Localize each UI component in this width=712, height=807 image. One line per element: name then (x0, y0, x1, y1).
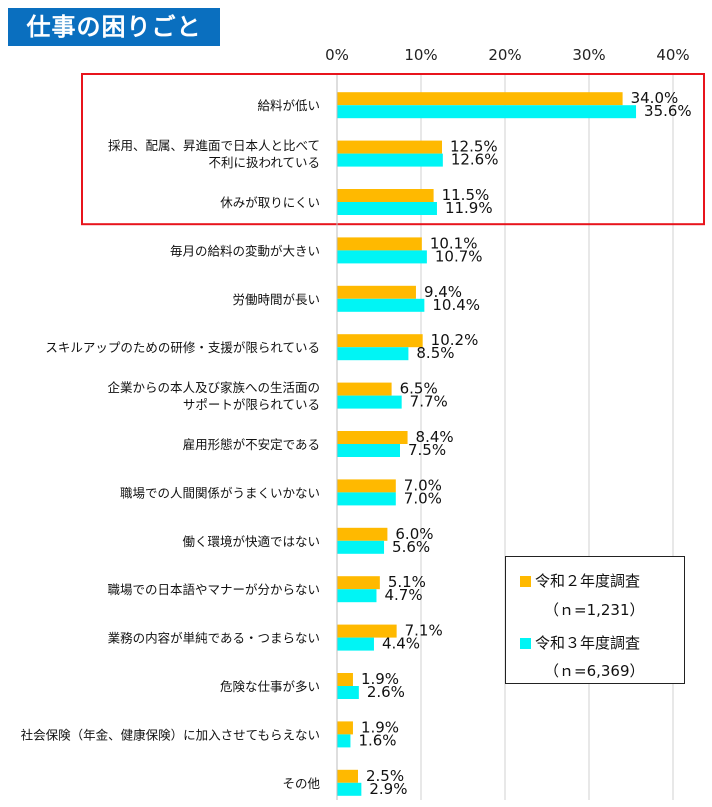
data-label: 7.5% (408, 441, 446, 459)
bar-r3 (337, 540, 385, 554)
bar-r2 (337, 140, 442, 154)
bar-r2 (337, 237, 422, 251)
category-label: 働く環境が快適ではない (182, 534, 320, 549)
data-label: 10.4% (432, 296, 480, 314)
bar-r2 (337, 189, 434, 202)
category-label: 業務の内容が単純である・つまらない (108, 631, 320, 646)
data-label: 10.7% (435, 247, 483, 265)
legend-swatch-0 (520, 576, 531, 587)
data-label: 4.7% (384, 586, 422, 604)
data-label: 12.6% (451, 151, 499, 169)
category-label: 採用、配属、昇進面で日本人と比べて (108, 138, 320, 153)
legend-swatch-1 (520, 638, 531, 649)
bar-r3 (337, 105, 637, 119)
highlight-box (81, 73, 705, 226)
x-tick-label: 30% (572, 46, 605, 64)
bar-r3 (337, 637, 374, 651)
data-label: 34.0% (631, 89, 679, 107)
bar-r2 (337, 576, 380, 590)
category-label: 危険な仕事が多い (220, 679, 320, 694)
legend-n-0: （ｎ=1,231） (544, 601, 645, 619)
data-label: 5.1% (388, 573, 426, 591)
bar-r3 (337, 492, 396, 506)
category-label: 職場での日本語やマナーが分からない (107, 582, 320, 597)
legend-item-0: 令和２年度調査 (520, 570, 640, 591)
bar-r2 (337, 624, 397, 638)
bar-r3 (337, 298, 425, 312)
data-label: 1.9% (361, 718, 399, 736)
category-label: その他 (282, 776, 320, 791)
category-label: 休みが取りにくい (220, 195, 320, 210)
bar-r3 (337, 250, 427, 264)
data-label: 7.0% (404, 489, 442, 507)
legend-n-1: （ｎ=6,369） (544, 662, 645, 680)
bar-r2 (337, 721, 353, 735)
chart-title: 仕事の困りごと (8, 8, 220, 46)
data-label: 6.0% (395, 525, 433, 543)
legend-label-0: 令和２年度調査 (535, 572, 641, 590)
bar-r2 (337, 769, 358, 783)
data-label: 11.9% (445, 199, 493, 217)
bar-r2 (337, 285, 416, 299)
bar-r3 (337, 686, 359, 699)
category-label: サポートが限られている (183, 397, 320, 412)
data-label: 2.6% (367, 683, 405, 701)
data-label: 7.1% (405, 622, 443, 640)
category-label: スキルアップのための研修・支援が限られている (45, 340, 320, 355)
legend-label-1: 令和３年度調査 (535, 634, 641, 652)
category-label: 給料が低い (257, 98, 320, 113)
category-label: 職場での人間関係がうまくいかない (120, 485, 320, 500)
data-label: 9.4% (424, 283, 462, 301)
legend: 令和２年度調査 （ｎ=1,231） 令和３年度調査 （ｎ=6,369） (505, 556, 685, 684)
bar-r2 (337, 92, 623, 106)
data-label: 2.9% (369, 780, 407, 798)
bar-r2 (337, 334, 423, 348)
data-label: 10.1% (430, 234, 478, 252)
bar-r2 (337, 673, 353, 686)
category-label: 雇用形態が不安定である (183, 437, 320, 452)
bar-r3 (337, 444, 400, 457)
bar-r2 (337, 527, 388, 541)
data-label: 4.4% (382, 635, 420, 653)
x-tick-label: 0% (325, 46, 349, 64)
data-label: 5.6% (392, 538, 430, 556)
bar-r3 (337, 782, 362, 796)
category-label: 労働時間が長い (232, 292, 320, 307)
x-tick-label: 10% (404, 46, 437, 64)
data-label: 6.5% (400, 380, 438, 398)
data-label: 1.9% (361, 670, 399, 688)
data-label: 8.4% (416, 428, 454, 446)
data-label: 7.0% (404, 476, 442, 494)
bar-r3 (337, 395, 402, 409)
x-tick-label: 20% (488, 46, 521, 64)
data-label: 8.5% (416, 344, 454, 362)
data-label: 11.5% (442, 186, 490, 204)
legend-item-1: 令和３年度調査 (520, 632, 640, 653)
data-label: 12.5% (450, 138, 498, 156)
bar-r3 (337, 734, 351, 748)
bar-r3 (337, 202, 437, 215)
data-label: 10.2% (431, 331, 479, 349)
bar-r2 (337, 479, 396, 493)
bar-r2 (337, 431, 408, 444)
category-label: 社会保険（年金、健康保険）に加入させてもらえない (21, 727, 320, 742)
x-tick-label: 40% (656, 46, 689, 64)
category-label: 企業からの本人及び家族への生活面の (107, 380, 320, 395)
bar-r3 (337, 589, 377, 603)
bar-r2 (337, 382, 392, 396)
data-label: 7.7% (410, 393, 448, 411)
data-label: 35.6% (644, 102, 692, 120)
bar-r3 (337, 347, 409, 361)
category-label: 不利に扱われている (208, 155, 320, 170)
data-label: 2.5% (366, 767, 404, 785)
bar-r3 (337, 153, 443, 167)
data-label: 1.6% (358, 731, 396, 749)
category-label: 毎月の給料の変動が大きい (170, 243, 320, 258)
